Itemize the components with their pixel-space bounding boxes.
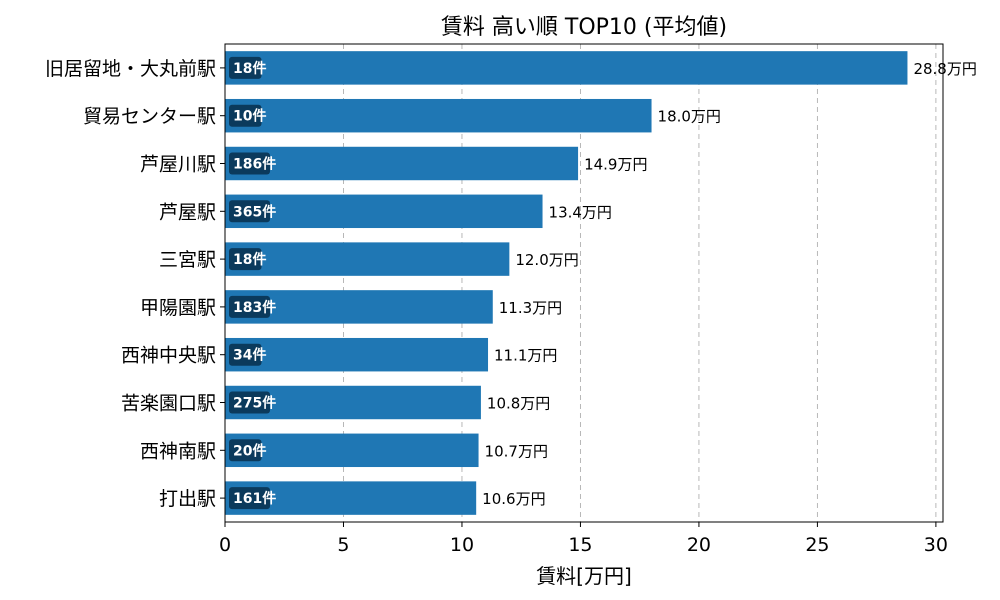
x-tick-label: 20 (687, 534, 711, 556)
count-label: 20件 (233, 442, 266, 459)
count-label: 34件 (233, 347, 266, 364)
count-badge (229, 295, 270, 318)
count-label: 18件 (233, 251, 266, 268)
y-tick-label: 貿易センター駅 (83, 106, 216, 128)
count-badge (229, 248, 262, 271)
count-label: 161件 (233, 490, 276, 507)
x-tick-label: 0 (219, 534, 231, 556)
value-label: 10.8万円 (487, 395, 550, 413)
count-label: 183件 (233, 299, 276, 316)
x-tick-label: 5 (337, 534, 349, 556)
count-badge (229, 391, 270, 414)
y-tick-label: 苦楽園口駅 (121, 393, 216, 415)
value-label: 10.6万円 (482, 490, 545, 508)
chart-title: 賃料 高い順 TOP10 (平均値) (441, 15, 727, 40)
count-badge (229, 56, 262, 79)
plot-frame (224, 43, 944, 523)
bar (225, 98, 652, 133)
x-axis-label: 賃料[万円] (536, 564, 632, 588)
bar (225, 146, 579, 181)
x-tick-label: 10 (450, 534, 474, 556)
value-label: 12.0万円 (515, 251, 578, 269)
count-badge (229, 104, 262, 127)
count-badge (229, 200, 270, 223)
value-label: 10.7万円 (485, 442, 548, 460)
bar (225, 337, 489, 372)
y-tick-label: 旧居留地・大丸前駅 (45, 58, 216, 80)
count-label: 186件 (233, 156, 276, 173)
count-badge (229, 487, 270, 510)
count-label: 18件 (233, 60, 266, 77)
y-tick-label: 芦屋川駅 (140, 154, 216, 176)
axes-group: 0 5 10 15 20 25 30 旧居留地・大丸前駅貿易センター駅芦屋川駅芦屋駅三宮駅甲陽… (45, 43, 948, 556)
count-label: 10件 (233, 108, 266, 125)
y-tick-label: 西神南駅 (140, 440, 216, 462)
y-tick-label: 甲陽園駅 (140, 297, 216, 319)
bar (225, 433, 479, 468)
value-label: 11.3万円 (499, 299, 562, 317)
value-label: 14.9万円 (584, 156, 647, 174)
y-tick-label: 芦屋駅 (159, 201, 216, 223)
x-tick-label: 30 (924, 534, 948, 556)
bar (225, 242, 510, 276)
y-tick-label: 西神中央駅 (121, 345, 216, 367)
count-label: 365件 (233, 203, 276, 220)
y-tick-label: 打出駅 (159, 488, 216, 510)
x-tick-label: 15 (568, 534, 592, 556)
count-badge (229, 152, 270, 175)
value-label: 28.8万円 (913, 60, 976, 78)
bars-group: 18件 28.8万円 10件 18.0万円 186件 14.9万円 365件 13.4万円 18… (225, 51, 977, 515)
value-label: 13.4万円 (549, 203, 612, 221)
y-tick-label: 三宮駅 (159, 249, 216, 271)
value-label: 11.1万円 (494, 347, 557, 365)
count-badge (229, 343, 262, 366)
bar (225, 194, 543, 229)
count-badge (229, 439, 262, 462)
x-tick-label: 25 (805, 534, 829, 556)
value-label: 18.0万円 (658, 108, 721, 126)
bar (225, 51, 908, 85)
count-label: 275件 (233, 395, 276, 412)
